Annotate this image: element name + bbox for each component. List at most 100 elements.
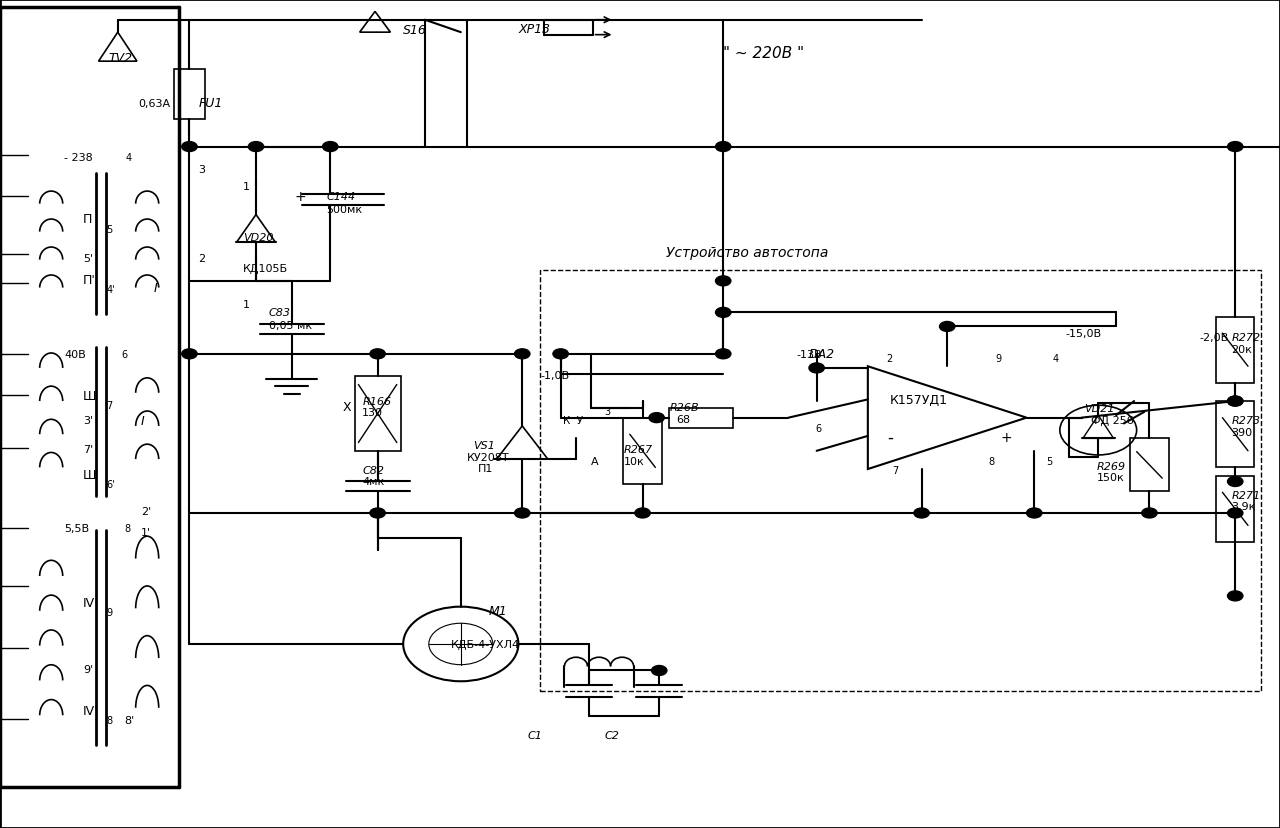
Text: 4: 4	[1052, 354, 1059, 363]
Bar	[1216, 476, 1254, 542]
Text: Ш': Ш'	[83, 468, 100, 481]
Text: 7: 7	[892, 465, 899, 475]
Text: VD21: VD21	[1084, 403, 1115, 413]
Text: 7': 7'	[83, 445, 93, 455]
Text: 7: 7	[106, 401, 113, 411]
Text: XP13: XP13	[518, 22, 550, 36]
Circle shape	[323, 142, 338, 152]
Circle shape	[248, 142, 264, 152]
Text: IV': IV'	[83, 704, 99, 717]
Text: 2': 2'	[141, 507, 151, 517]
Circle shape	[652, 666, 667, 676]
Text: 6: 6	[815, 424, 822, 434]
Text: 390: 390	[1231, 427, 1253, 437]
Text: 8: 8	[124, 523, 131, 533]
Circle shape	[1228, 142, 1243, 152]
Text: 40В: 40В	[64, 349, 86, 359]
Text: X: X	[343, 401, 352, 414]
Text: 3: 3	[604, 407, 611, 416]
Text: К157УД1: К157УД1	[890, 393, 947, 407]
Text: 8: 8	[988, 456, 995, 466]
Text: 5: 5	[106, 225, 113, 235]
Text: 68: 68	[676, 415, 690, 425]
Circle shape	[940, 322, 955, 332]
Text: -13В: -13В	[796, 349, 822, 359]
Text: П': П'	[83, 273, 96, 286]
Text: 2: 2	[886, 354, 892, 363]
Circle shape	[635, 508, 650, 518]
Text: R166: R166	[362, 397, 392, 407]
Text: 1: 1	[243, 181, 250, 191]
Text: VS1: VS1	[474, 440, 495, 450]
Bar	[623, 418, 662, 484]
Text: -: -	[887, 428, 893, 446]
Text: TV2: TV2	[109, 51, 133, 65]
Text: 8: 8	[106, 715, 113, 725]
Text: 4мк: 4мк	[362, 477, 384, 487]
Text: 4': 4'	[106, 285, 115, 295]
Circle shape	[515, 349, 530, 359]
Text: 3: 3	[198, 165, 205, 175]
Circle shape	[1228, 591, 1243, 601]
Text: КД105Б: КД105Б	[243, 264, 288, 274]
Text: КДБ-4-УХЛ4: КДБ-4-УХЛ4	[451, 639, 520, 649]
Text: M1: M1	[489, 604, 508, 618]
Text: IV: IV	[83, 596, 95, 609]
Text: 9: 9	[996, 354, 1002, 363]
Circle shape	[1228, 397, 1243, 407]
Text: I: I	[141, 414, 145, 427]
Text: П1: П1	[477, 464, 493, 474]
Text: R267: R267	[623, 445, 653, 455]
Text: R273: R273	[1231, 416, 1261, 426]
Bar	[1130, 439, 1169, 492]
Circle shape	[1027, 508, 1042, 518]
Text: " ~ 220В ": " ~ 220В "	[723, 46, 804, 61]
Text: 1: 1	[243, 300, 250, 310]
Circle shape	[716, 308, 731, 318]
Text: C82: C82	[362, 465, 384, 475]
Circle shape	[914, 508, 929, 518]
Circle shape	[370, 508, 385, 518]
Text: S16: S16	[403, 24, 428, 37]
Circle shape	[1228, 477, 1243, 487]
Circle shape	[553, 349, 568, 359]
Text: 5,5В: 5,5В	[64, 523, 90, 533]
Circle shape	[1142, 508, 1157, 518]
Text: 9: 9	[106, 608, 113, 618]
Circle shape	[716, 142, 731, 152]
Circle shape	[649, 413, 664, 423]
Text: +: +	[294, 190, 306, 204]
Text: 0,63А: 0,63А	[138, 99, 170, 108]
Text: -1,0В: -1,0В	[540, 370, 570, 380]
Text: 0,05 мк: 0,05 мк	[269, 320, 312, 330]
Text: DA2: DA2	[809, 348, 835, 361]
Text: К  У: К У	[563, 416, 584, 426]
Text: Ш: Ш	[83, 389, 96, 402]
Text: R26В: R26В	[669, 402, 699, 412]
Text: - 238: - 238	[64, 152, 92, 162]
Text: 10к: 10к	[623, 456, 644, 466]
Text: 130: 130	[362, 407, 383, 417]
Text: 1': 1'	[141, 527, 151, 537]
Text: 150к: 150к	[1097, 473, 1125, 483]
Text: 6': 6'	[106, 479, 115, 489]
Text: 4: 4	[125, 152, 132, 162]
Text: C1: C1	[527, 730, 543, 740]
Text: ФД 256: ФД 256	[1091, 416, 1133, 426]
Text: 3': 3'	[83, 416, 93, 426]
Circle shape	[809, 363, 824, 373]
Circle shape	[716, 277, 731, 286]
Text: 20к: 20к	[1231, 344, 1252, 354]
Text: I: I	[154, 282, 157, 295]
Text: C83: C83	[269, 308, 291, 318]
Text: А: А	[591, 456, 599, 466]
Text: 5': 5'	[83, 253, 93, 263]
Text: FU1: FU1	[198, 97, 223, 110]
Text: 8': 8'	[124, 715, 134, 725]
Circle shape	[1228, 397, 1243, 407]
Text: +: +	[1001, 431, 1012, 444]
Text: -15,0В: -15,0В	[1065, 329, 1101, 339]
Text: VD20: VD20	[243, 233, 274, 243]
Bar	[174, 70, 205, 120]
Bar	[540, 271, 1261, 691]
